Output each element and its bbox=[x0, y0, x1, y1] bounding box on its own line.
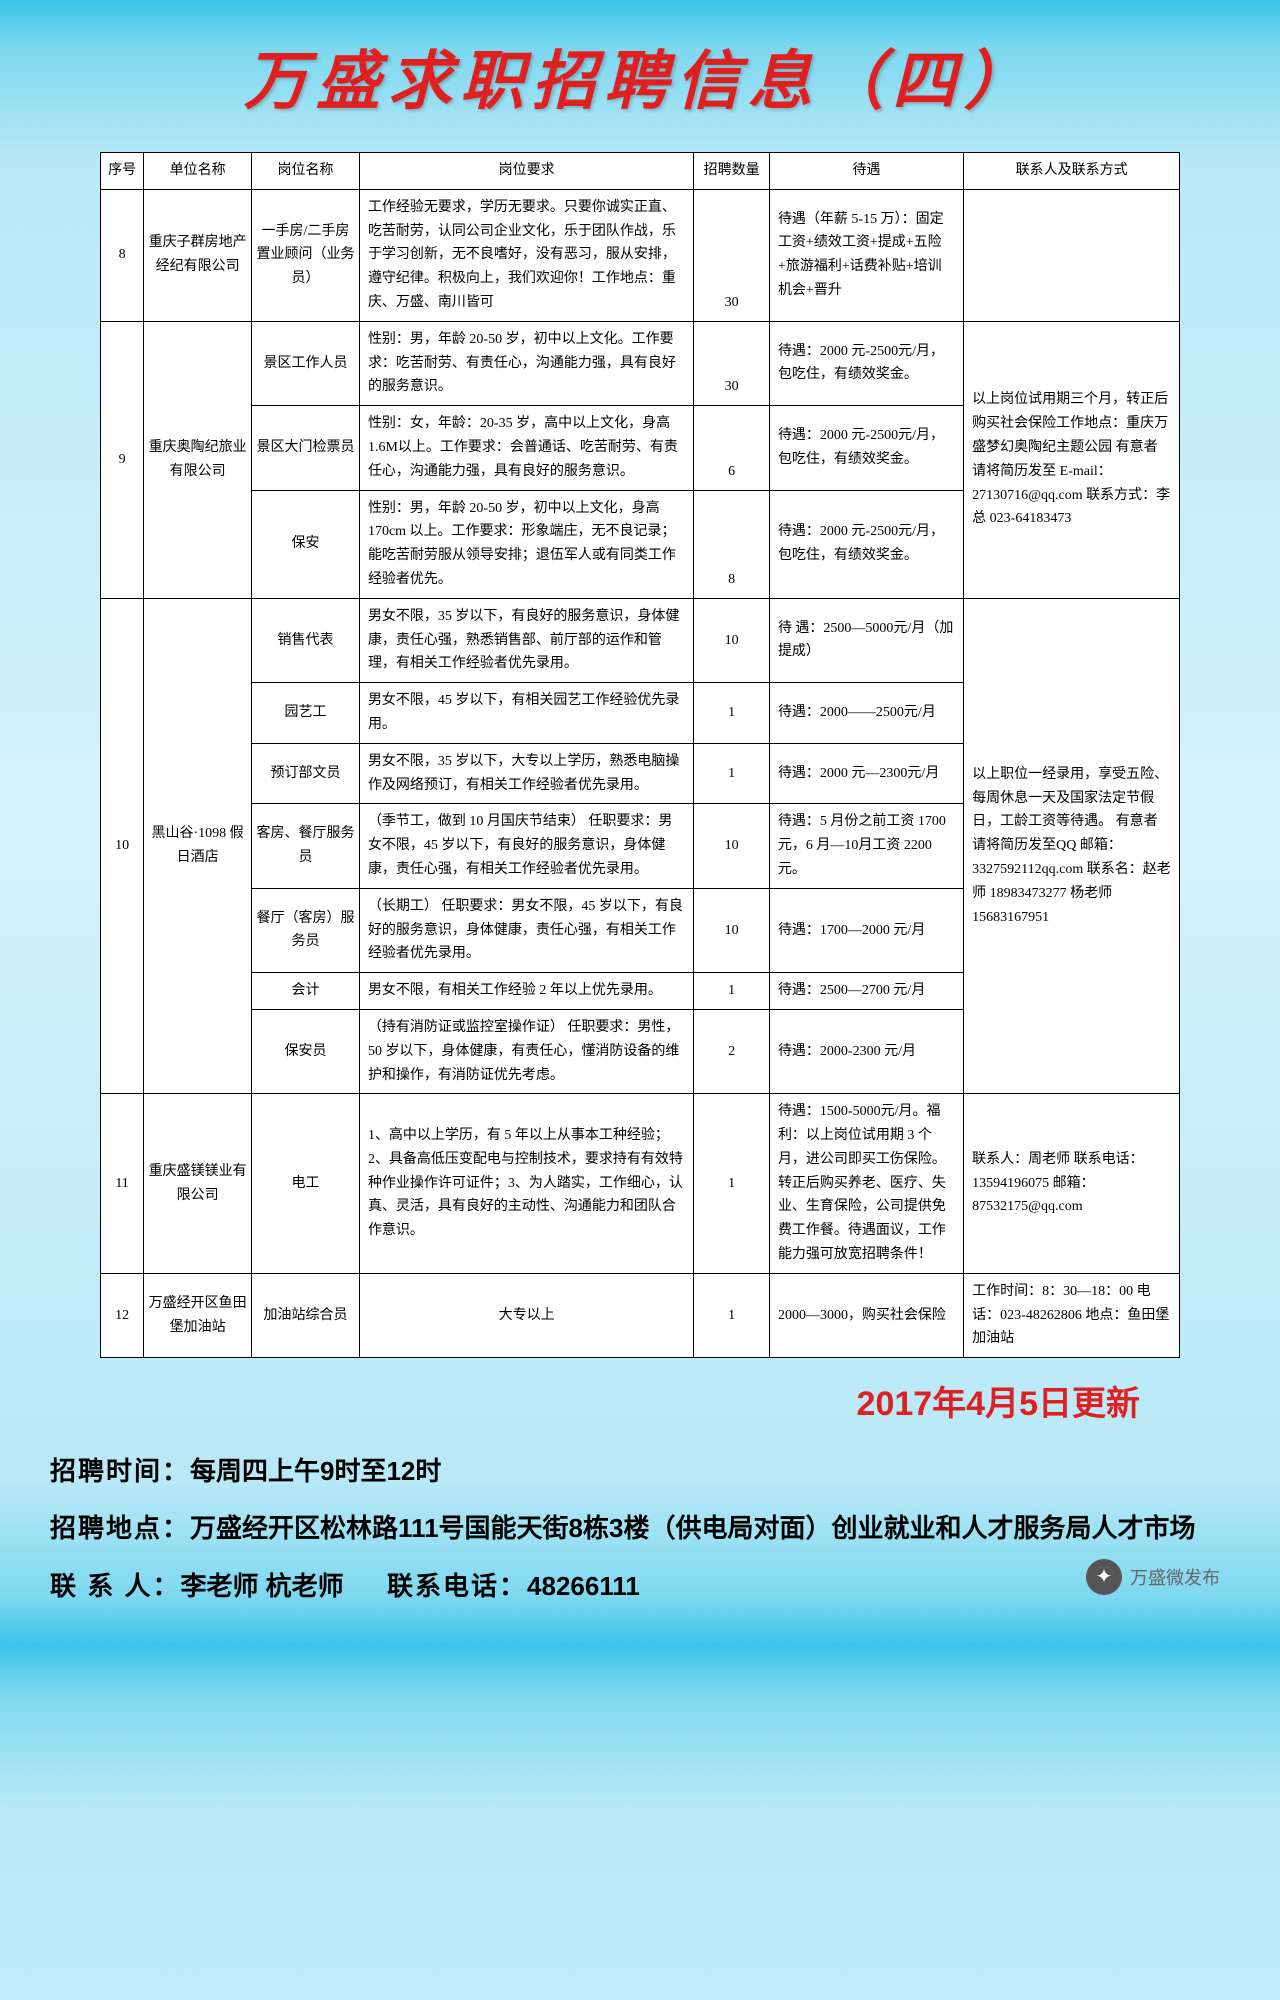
position-cell: 景区大门检票员 bbox=[252, 406, 360, 490]
number-cell: 1 bbox=[694, 743, 770, 804]
position-cell: 预订部文员 bbox=[252, 743, 360, 804]
number-cell: 10 bbox=[694, 804, 770, 888]
contact-cell: 以上职位一经录用，享受五险、每周休息一天及国家法定节假日，工龄工资等待遇。 有意… bbox=[964, 598, 1180, 1094]
seq-cell: 12 bbox=[101, 1273, 144, 1357]
position-cell: 会计 bbox=[252, 973, 360, 1010]
unit-cell: 万盛经开区鱼田堡加油站 bbox=[144, 1273, 252, 1357]
position-cell: 保安 bbox=[252, 490, 360, 598]
pay-cell: 待遇：2500—2700 元/月 bbox=[769, 973, 963, 1010]
requirement-cell: （季节工，做到 10 月国庆节结束） 任职要求：男女不限，45 岁以下，有良好的… bbox=[359, 804, 693, 888]
unit-cell: 黑山谷·1098 假日酒店 bbox=[144, 598, 252, 1094]
footer-phone-label: 联系电话： bbox=[387, 1571, 527, 1601]
seq-cell: 9 bbox=[101, 321, 144, 598]
update-date: 2017年4月5日更新 bbox=[40, 1376, 1140, 1425]
col-requirement: 岗位要求 bbox=[359, 153, 693, 190]
footer-addr-label: 招聘地点： bbox=[50, 1513, 190, 1543]
unit-cell: 重庆奥陶纪旅业有限公司 bbox=[144, 321, 252, 598]
pay-cell: 待遇（年薪 5-15 万）：固定工资+绩效工资+提成+五险+旅游福利+话费补贴+… bbox=[769, 189, 963, 321]
position-cell: 一手房/二手房 置业顾问（业务员） bbox=[252, 189, 360, 321]
contact-cell bbox=[964, 189, 1180, 321]
position-cell: 保安员 bbox=[252, 1009, 360, 1093]
pay-cell: 待遇：1500-5000元/月。福利：以上岗位试用期 3 个月，进公司即买工伤保… bbox=[769, 1094, 963, 1274]
position-cell: 餐厅（客房）服务员 bbox=[252, 888, 360, 972]
number-cell: 30 bbox=[694, 321, 770, 405]
requirement-cell: （持有消防证或监控室操作证） 任职要求：男性，50 岁以下，身体健康，有责任心，… bbox=[359, 1009, 693, 1093]
seq-cell: 8 bbox=[101, 189, 144, 321]
position-cell: 电工 bbox=[252, 1094, 360, 1274]
seq-cell: 11 bbox=[101, 1094, 144, 1274]
requirement-cell: 男女不限，45 岁以下，有相关园艺工作经验优先录用。 bbox=[359, 683, 693, 744]
number-cell: 1 bbox=[694, 973, 770, 1010]
col-seq: 序号 bbox=[101, 153, 144, 190]
position-cell: 园艺工 bbox=[252, 683, 360, 744]
position-cell: 加油站综合员 bbox=[252, 1273, 360, 1357]
pay-cell: 待遇：2000 元-2500元/月，包吃住，有绩效奖金。 bbox=[769, 490, 963, 598]
pay-cell: 2000—3000，购买社会保险 bbox=[769, 1273, 963, 1357]
footer-address: 招聘地点：万盛经开区松林路111号国能天街8栋3楼（供电局对面）创业就业和人才服… bbox=[50, 1500, 1230, 1557]
number-cell: 2 bbox=[694, 1009, 770, 1093]
wechat-badge: ✦ 万盛微发布 bbox=[1086, 1559, 1220, 1595]
requirement-cell: 男女不限，35 岁以下，大专以上学历，熟悉电脑操作及网络预订，有相关工作经验者优… bbox=[359, 743, 693, 804]
requirement-cell: 性别：女，年龄：20-35 岁，高中以上文化，身高 1.6M以上。工作要求：会普… bbox=[359, 406, 693, 490]
table-row: 8 重庆子群房地产经纪有限公司 一手房/二手房 置业顾问（业务员） 工作经验无要… bbox=[101, 189, 1180, 321]
table-row: 12 万盛经开区鱼田堡加油站 加油站综合员 大专以上 1 2000—3000，购… bbox=[101, 1273, 1180, 1357]
contact-cell: 以上岗位试用期三个月，转正后购买社会保险工作地点：重庆万盛梦幻奥陶纪主题公园 有… bbox=[964, 321, 1180, 598]
requirement-cell: 男女不限，35 岁以下，有良好的服务意识，身体健康，责任心强，熟悉销售部、前厅部… bbox=[359, 598, 693, 682]
number-cell: 10 bbox=[694, 598, 770, 682]
number-cell: 1 bbox=[694, 1273, 770, 1357]
pay-cell: 待遇：2000 元-2500元/月，包吃住，有绩效奖金。 bbox=[769, 321, 963, 405]
requirement-cell: 1、高中以上学历，有 5 年以上从事本工种经验；2、具备高低压变配电与控制技术，… bbox=[359, 1094, 693, 1274]
pay-cell: 待遇：2000——2500元/月 bbox=[769, 683, 963, 744]
number-cell: 8 bbox=[694, 490, 770, 598]
position-cell: 景区工作人员 bbox=[252, 321, 360, 405]
unit-cell: 重庆子群房地产经纪有限公司 bbox=[144, 189, 252, 321]
table-row: 10 黑山谷·1098 假日酒店 销售代表 男女不限，35 岁以下，有良好的服务… bbox=[101, 598, 1180, 682]
requirement-cell: 大专以上 bbox=[359, 1273, 693, 1357]
col-position: 岗位名称 bbox=[252, 153, 360, 190]
footer-time-value: 每周四上午9时至12时 bbox=[190, 1456, 441, 1486]
contact-cell: 联系人：周老师 联系电话：13594196075 邮箱： 87532175@qq… bbox=[964, 1094, 1180, 1274]
table-row: 11 重庆盛镁镁业有限公司 电工 1、高中以上学历，有 5 年以上从事本工种经验… bbox=[101, 1094, 1180, 1274]
wechat-icon: ✦ bbox=[1086, 1559, 1122, 1595]
contact-cell: 工作时间：8：30—18：00 电话：023-48262806 地点：鱼田堡加油… bbox=[964, 1273, 1180, 1357]
footer-addr-value: 万盛经开区松林路111号国能天街8栋3楼（供电局对面）创业就业和人才服务局人才市… bbox=[190, 1513, 1195, 1543]
footer-phone-value: 48266111 bbox=[527, 1571, 640, 1601]
number-cell: 10 bbox=[694, 888, 770, 972]
requirement-cell: 性别：男，年龄 20-50 岁，初中以上文化，身高 170cm 以上。工作要求：… bbox=[359, 490, 693, 598]
number-cell: 1 bbox=[694, 1094, 770, 1274]
requirement-cell: （长期工） 任职要求：男女不限，45 岁以下，有良好的服务意识，身体健康，责任心… bbox=[359, 888, 693, 972]
pay-cell: 待遇：2000 元—2300元/月 bbox=[769, 743, 963, 804]
number-cell: 6 bbox=[694, 406, 770, 490]
footer-info: 招聘时间：每周四上午9时至12时 招聘地点：万盛经开区松林路111号国能天街8栋… bbox=[50, 1443, 1230, 1615]
number-cell: 1 bbox=[694, 683, 770, 744]
footer-contact-label: 联 系 人： bbox=[50, 1571, 180, 1601]
position-cell: 销售代表 bbox=[252, 598, 360, 682]
pay-cell: 待遇：2000-2300 元/月 bbox=[769, 1009, 963, 1093]
footer-contact-value: 李老师 杭老师 bbox=[180, 1571, 343, 1601]
col-pay: 待遇 bbox=[769, 153, 963, 190]
number-cell: 30 bbox=[694, 189, 770, 321]
position-cell: 客房、餐厅服务员 bbox=[252, 804, 360, 888]
footer-time-label: 招聘时间： bbox=[50, 1456, 190, 1486]
col-unit: 单位名称 bbox=[144, 153, 252, 190]
footer-contact: 联 系 人：李老师 杭老师 联系电话：48266111 bbox=[50, 1558, 1230, 1615]
page-title: 万盛求职招聘信息（四） bbox=[40, 30, 1240, 122]
job-table-container: 序号 单位名称 岗位名称 岗位要求 招聘数量 待遇 联系人及联系方式 8 重庆子… bbox=[100, 152, 1180, 1358]
requirement-cell: 工作经验无要求，学历无要求。只要你诚实正直、吃苦耐劳，认同公司企业文化，乐于团队… bbox=[359, 189, 693, 321]
pay-cell: 待遇：5 月份之前工资 1700 元，6 月—10月工资 2200 元。 bbox=[769, 804, 963, 888]
unit-cell: 重庆盛镁镁业有限公司 bbox=[144, 1094, 252, 1274]
col-contact: 联系人及联系方式 bbox=[964, 153, 1180, 190]
job-table: 序号 单位名称 岗位名称 岗位要求 招聘数量 待遇 联系人及联系方式 8 重庆子… bbox=[100, 152, 1180, 1358]
pay-cell: 待遇：1700—2000 元/月 bbox=[769, 888, 963, 972]
pay-cell: 待遇：2000 元-2500元/月，包吃住，有绩效奖金。 bbox=[769, 406, 963, 490]
wechat-name: 万盛微发布 bbox=[1130, 1564, 1220, 1590]
col-number: 招聘数量 bbox=[694, 153, 770, 190]
seq-cell: 10 bbox=[101, 598, 144, 1094]
pay-cell: 待 遇：2500—5000元/月（加提成） bbox=[769, 598, 963, 682]
requirement-cell: 男女不限，有相关工作经验 2 年以上优先录用。 bbox=[359, 973, 693, 1010]
footer-time: 招聘时间：每周四上午9时至12时 bbox=[50, 1443, 1230, 1500]
table-header-row: 序号 单位名称 岗位名称 岗位要求 招聘数量 待遇 联系人及联系方式 bbox=[101, 153, 1180, 190]
table-row: 9 重庆奥陶纪旅业有限公司 景区工作人员 性别：男，年龄 20-50 岁，初中以… bbox=[101, 321, 1180, 405]
requirement-cell: 性别：男，年龄 20-50 岁，初中以上文化。工作要求：吃苦耐劳、有责任心，沟通… bbox=[359, 321, 693, 405]
